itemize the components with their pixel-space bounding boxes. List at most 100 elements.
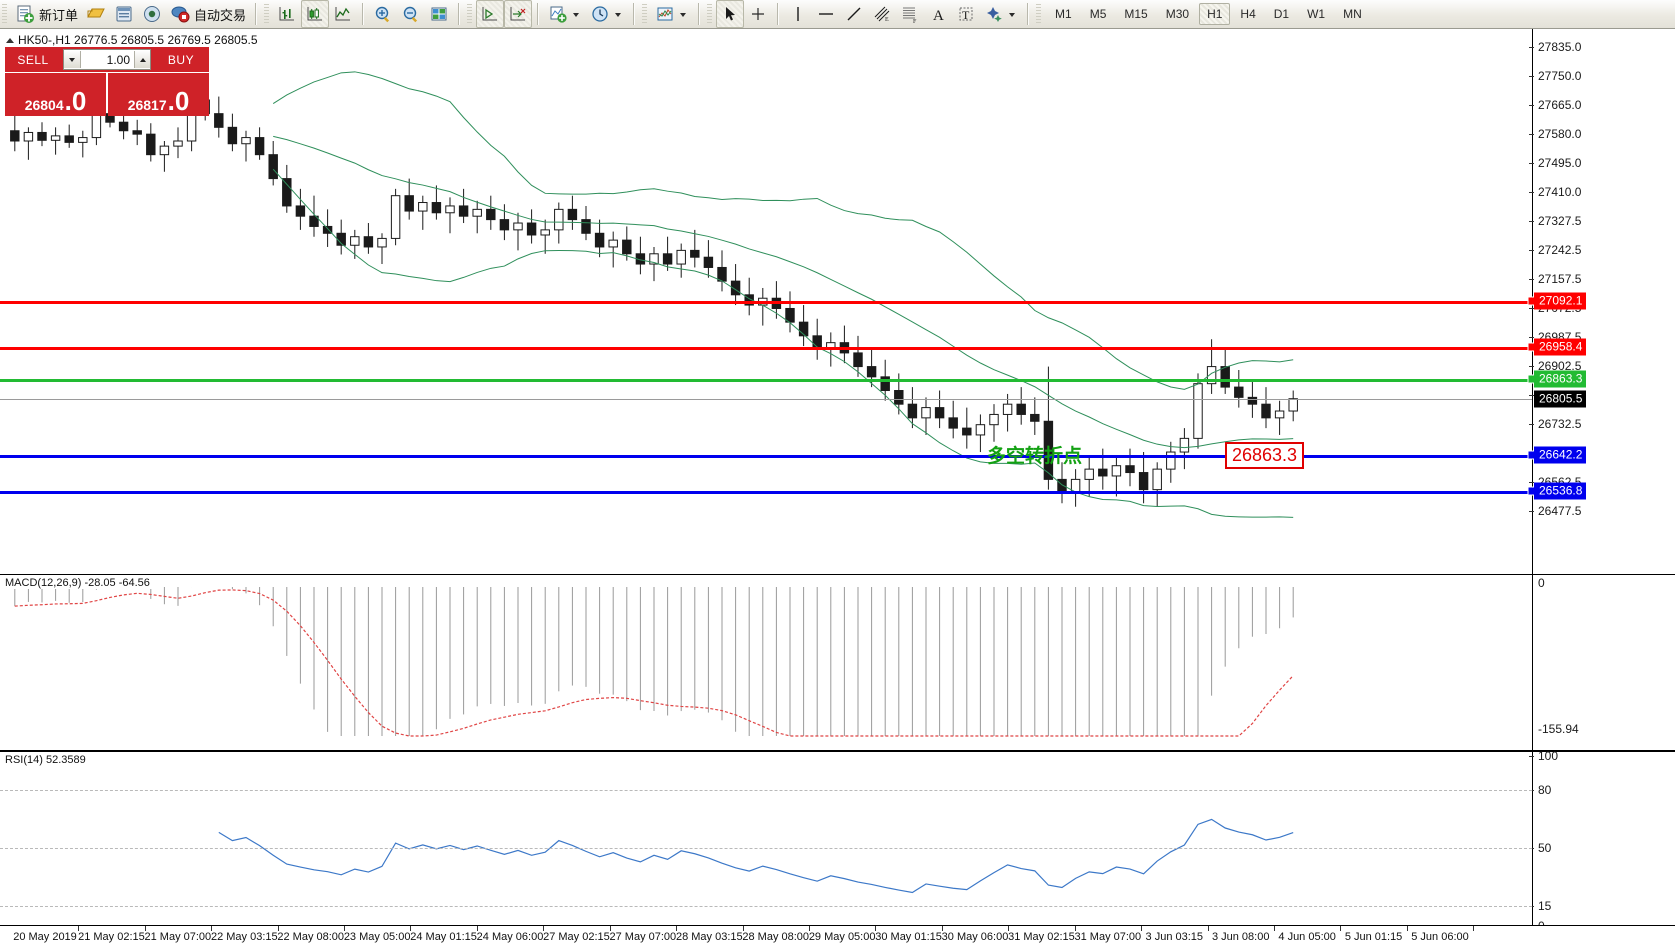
equidistant-channel-button[interactable]: E: [868, 0, 896, 28]
symbol-ohlc-text: HK50-,H1 26776.5 26805.5 26769.5 26805.5: [18, 33, 258, 47]
price-level-tag[interactable]: 26642.2: [1534, 446, 1587, 464]
sell-label[interactable]: SELL: [5, 47, 61, 72]
bar-chart-button[interactable]: [273, 0, 301, 28]
navigator-button[interactable]: [138, 0, 166, 28]
price-level-tag[interactable]: 26805.5: [1534, 390, 1587, 408]
price-level-line-support[interactable]: [0, 490, 1532, 494]
turning-point-annotation: 多空转折点: [987, 446, 1083, 467]
new-order-label: 新订单: [39, 7, 79, 23]
candlestick-chart-button[interactable]: [301, 0, 330, 28]
volume-spinner-up-icon[interactable]: [134, 51, 150, 68]
crosshair-button[interactable]: [744, 0, 772, 28]
vertical-line-button[interactable]: [784, 0, 812, 28]
volume-control[interactable]: 1.00: [61, 47, 153, 72]
auto-scroll-button[interactable]: [476, 0, 505, 28]
timeframe-m15[interactable]: M15: [1124, 7, 1148, 21]
chart-shift-icon: [508, 4, 528, 24]
time-axis-tick: [1074, 926, 1076, 931]
price-level-tag[interactable]: 26958.4: [1534, 338, 1587, 356]
price-axis-tick-label: 26477.5: [1538, 504, 1582, 518]
price-level-tag[interactable]: 26536.8: [1534, 482, 1587, 500]
grid-button[interactable]: [425, 0, 453, 28]
one-click-trading-panel[interactable]: SELL 1.00 BUY 26804: [5, 47, 209, 116]
price-level-line-last-price[interactable]: [0, 398, 1532, 400]
period-button[interactable]: [586, 0, 628, 28]
timeframe-m5[interactable]: M5: [1089, 7, 1107, 21]
price-axis-tick-label: 27327.5: [1538, 214, 1582, 228]
trendline-button[interactable]: [840, 0, 868, 28]
toolbar-separator-4: [537, 3, 540, 25]
timeframe-w1[interactable]: W1: [1307, 7, 1326, 21]
price-level-line-pivot[interactable]: [0, 379, 1532, 383]
rsi-axis-tick: [1529, 756, 1534, 757]
templates-dropdown-arrow[interactable]: [573, 13, 580, 17]
fibonacci-button[interactable]: F: [896, 0, 924, 28]
toolbar-grip[interactable]: [2, 3, 7, 25]
shapes-dropdown-arrow[interactable]: [1009, 13, 1016, 17]
toolbar-grip-2[interactable]: [264, 3, 270, 25]
time-axis-tick: [1008, 926, 1010, 931]
shapes-button[interactable]: [980, 0, 1022, 28]
sell-price-button[interactable]: 26804 .0: [5, 73, 106, 116]
main-toolbar: 新订单: [0, 0, 1675, 29]
chart-shift-button[interactable]: [504, 0, 533, 28]
price-axis-tick: [1529, 424, 1534, 425]
macd-pane[interactable]: MACD(12,26,9) -28.05 -64.56: [0, 574, 1675, 751]
timeframe-h4[interactable]: H4: [1240, 7, 1256, 21]
cursor-button[interactable]: [716, 0, 745, 28]
price-axis-tick-label: 26732.5: [1538, 417, 1582, 431]
data-window-button[interactable]: [110, 0, 138, 28]
price-level-line-support[interactable]: [0, 454, 1532, 458]
time-axis-tick: [1406, 926, 1408, 931]
chart-collapse-icon[interactable]: [6, 38, 14, 43]
price-pane[interactable]: [0, 29, 1675, 570]
new-order-button[interactable]: 新订单: [11, 0, 82, 28]
price-level-line-resistance[interactable]: [0, 346, 1532, 350]
volume-input-box[interactable]: 1.00: [63, 49, 151, 70]
text-button[interactable]: A: [924, 0, 952, 28]
price-level-tag[interactable]: 27092.1: [1534, 292, 1587, 310]
zoom-in-button[interactable]: [369, 0, 397, 28]
toolbar-grip-4[interactable]: [642, 3, 648, 25]
zoom-out-button[interactable]: [397, 0, 425, 28]
line-chart-button[interactable]: [329, 0, 357, 28]
horizontal-line-button[interactable]: [812, 0, 840, 28]
price-level-tag[interactable]: 26863.3: [1534, 370, 1587, 388]
time-axis-label: 5 Jun 06:00: [1411, 931, 1469, 943]
volume-value[interactable]: 1.00: [106, 52, 130, 67]
price-axis-tick: [1529, 308, 1534, 309]
rsi-axis-tick-label: 80: [1538, 783, 1552, 797]
toolbar-separator-6: [698, 3, 701, 25]
time-axis-tick: [609, 926, 611, 931]
buy-label[interactable]: BUY: [153, 47, 209, 72]
volume-dropdown-icon[interactable]: [64, 51, 81, 68]
rsi-pane[interactable]: RSI(14) 52.3589: [0, 751, 1675, 927]
label-button[interactable]: T: [952, 0, 980, 28]
autotrade-button[interactable]: 自动交易: [166, 0, 250, 28]
indicators-button[interactable]: [651, 0, 693, 28]
toolbar-grip-6[interactable]: [1036, 3, 1042, 25]
timeframe-d1[interactable]: D1: [1273, 7, 1290, 21]
timeframe-mn[interactable]: MN: [1343, 7, 1362, 21]
period-dropdown-arrow[interactable]: [615, 13, 622, 17]
price-axis-tick-label: 27157.5: [1538, 272, 1582, 286]
templates-button[interactable]: [544, 0, 586, 28]
time-axis-label: 28 May 03:15: [675, 931, 743, 943]
time-axis-tick: [808, 926, 810, 931]
price-axis-tick: [1529, 366, 1534, 367]
price-axis-tick: [1529, 76, 1534, 77]
chart-canvas-area[interactable]: MACD(12,26,9) -28.05 -64.56 RSI(14) 52.3…: [0, 29, 1675, 951]
toolbar-grip-3[interactable]: [467, 3, 473, 25]
timeframe-h1[interactable]: H1: [1199, 3, 1231, 25]
timeframe-m1[interactable]: M1: [1055, 7, 1072, 21]
indicators-dropdown-arrow[interactable]: [680, 13, 687, 17]
new-order-icon: [15, 4, 35, 24]
buy-price-button[interactable]: 26817 .0: [108, 73, 209, 116]
price-axis-tick: [1529, 105, 1534, 106]
time-axis-label: 24 May 06:00: [476, 931, 544, 943]
price-level-line-resistance[interactable]: [0, 300, 1532, 304]
timeframe-m30[interactable]: M30: [1165, 7, 1190, 21]
toolbar-separator-5: [633, 3, 636, 25]
folder-button[interactable]: [82, 0, 110, 28]
toolbar-grip-5[interactable]: [707, 3, 713, 25]
